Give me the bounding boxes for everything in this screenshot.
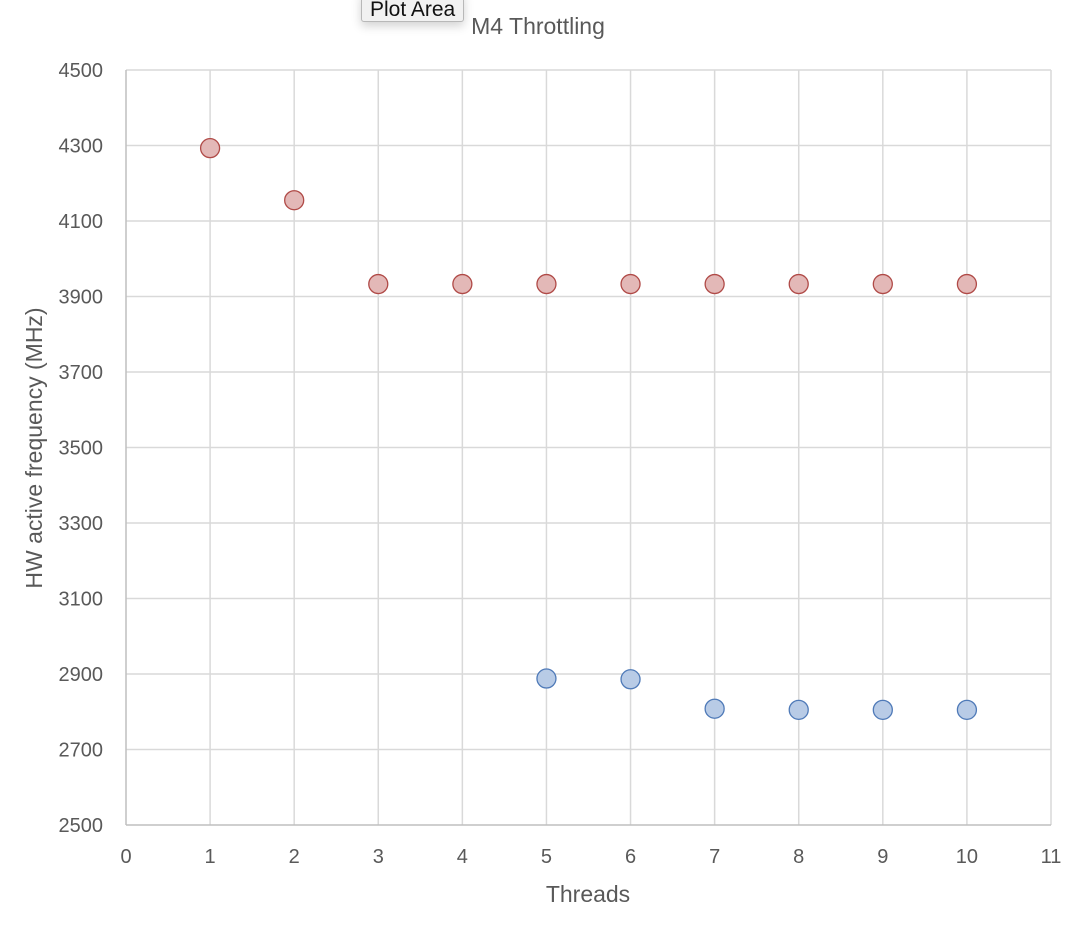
data-point-series1[interactable] <box>284 190 305 211</box>
y-tick-label: 4500 <box>59 60 104 82</box>
x-tick-label: 3 <box>373 846 384 868</box>
y-axis-label: HW active frequency (MHz) <box>21 307 47 588</box>
data-point-series1[interactable] <box>872 273 893 295</box>
data-point-series2[interactable] <box>620 669 641 690</box>
x-tick-labels: 0 1 2 3 4 5 6 7 8 9 10 11 <box>120 846 1061 868</box>
x-tick-label: 11 <box>1041 846 1062 868</box>
x-tick-label: 8 <box>793 846 804 868</box>
data-point-series1[interactable] <box>452 273 473 295</box>
data-point-series1[interactable] <box>704 273 725 295</box>
data-point-series2[interactable] <box>704 698 725 719</box>
x-axis-label: Threads <box>546 881 630 907</box>
data-point-series1[interactable] <box>956 273 978 295</box>
plot-area-tooltip: Plot Area <box>361 0 465 22</box>
x-tick-label: 9 <box>877 846 888 868</box>
y-tick-label: 2500 <box>59 815 104 837</box>
data-point-series1[interactable] <box>199 137 221 159</box>
x-tick-label: 6 <box>625 846 636 868</box>
x-tick-label: 2 <box>289 846 300 868</box>
data-point-series1[interactable] <box>788 273 809 295</box>
y-tick-label: 2700 <box>59 740 104 762</box>
y-tick-labels: 2500 2700 2900 3100 3300 3500 3700 3900 4100 4300… <box>59 60 104 837</box>
x-tick-label: 7 <box>709 846 720 868</box>
x-tick-label: 4 <box>457 846 468 868</box>
y-tick-label: 3100 <box>59 589 104 611</box>
data-points <box>199 137 978 721</box>
y-tick-label: 3900 <box>59 287 104 309</box>
x-tick-label: 1 <box>205 846 216 868</box>
chart-title: M4 Throttling <box>471 13 605 39</box>
x-tick-label: 10 <box>956 846 978 868</box>
axes <box>125 70 1051 826</box>
data-point-series2[interactable] <box>788 699 809 721</box>
y-tick-label: 3500 <box>59 438 104 460</box>
y-tick-label: 4300 <box>59 136 104 158</box>
y-tick-label: 4100 <box>59 211 104 233</box>
y-tick-label: 3700 <box>59 362 104 384</box>
x-tick-label: 0 <box>120 846 131 868</box>
data-point-series2[interactable] <box>872 699 893 721</box>
y-tick-label: 3300 <box>59 513 104 535</box>
x-tick-label: 5 <box>541 846 552 868</box>
data-point-series1[interactable] <box>536 273 557 295</box>
data-point-series2[interactable] <box>956 699 978 721</box>
data-point-series2[interactable] <box>536 668 557 689</box>
data-point-series1[interactable] <box>368 273 389 295</box>
grid <box>126 69 1052 825</box>
y-tick-label: 2900 <box>59 664 104 686</box>
data-point-series1[interactable] <box>620 273 641 295</box>
